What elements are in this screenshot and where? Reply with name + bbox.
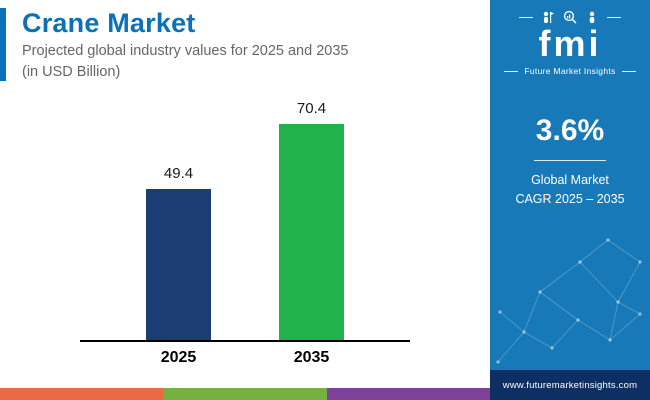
bar-2035 bbox=[279, 124, 344, 341]
cagr-value: 3.6% bbox=[535, 114, 605, 147]
person-icon bbox=[589, 11, 595, 23]
header: Crane Market Projected global industry v… bbox=[0, 8, 490, 82]
x-axis-labels: 2025 2035 bbox=[80, 349, 410, 367]
logo-subrow: Future Market Insights bbox=[504, 66, 636, 76]
website-bar: www.futuremarketinsights.com bbox=[490, 370, 650, 400]
chart-magnifier-icon bbox=[563, 10, 577, 24]
person-flag-icon bbox=[543, 11, 554, 23]
bar-group-2025: 49.4 bbox=[146, 165, 211, 341]
cagr-label: Global Market CAGR 2025 – 2035 bbox=[515, 171, 624, 209]
cagr-divider bbox=[534, 160, 606, 161]
logo-rule-right bbox=[606, 16, 621, 18]
logo-wordmark: fmi bbox=[538, 23, 602, 64]
footer-color-stripe bbox=[0, 388, 490, 400]
logo-subrule-right bbox=[621, 70, 636, 72]
fmi-logo: fmi Future Market Insights bbox=[504, 10, 636, 76]
x-tick-2035: 2035 bbox=[293, 349, 330, 367]
x-axis-line bbox=[80, 340, 410, 343]
cagr-label-line2: CAGR 2025 – 2035 bbox=[515, 191, 625, 206]
website-link[interactable]: www.futuremarketinsights.com bbox=[502, 379, 638, 391]
logo-subtext: Future Market Insights bbox=[524, 66, 616, 76]
logo-icons bbox=[518, 10, 621, 24]
subtitle-line2: (in USD Billion) bbox=[22, 64, 121, 81]
bars-row: 49.4 70.4 bbox=[80, 95, 410, 341]
x-tick-2025: 2025 bbox=[160, 349, 197, 367]
chart-panel: Crane Market Projected global industry v… bbox=[0, 8, 490, 400]
brand-sidebar: fmi Future Market Insights 3.6% Global M… bbox=[490, 0, 650, 400]
bar-value-label-2025: 49.4 bbox=[163, 165, 194, 183]
bar-value-label-2035: 70.4 bbox=[296, 100, 327, 118]
stripe-segment-orange bbox=[0, 388, 164, 400]
bar-2025 bbox=[146, 189, 211, 341]
constellation-decoration bbox=[496, 238, 642, 364]
logo-subrule-left bbox=[504, 70, 519, 72]
page-title: Crane Market bbox=[22, 8, 196, 38]
cagr-label-line1: Global Market bbox=[531, 173, 609, 187]
subtitle-line1: Projected global industry values for 202… bbox=[22, 43, 349, 59]
stripe-segment-purple bbox=[326, 388, 490, 400]
stripe-segment-green bbox=[163, 388, 327, 400]
logo-rule-left bbox=[518, 16, 533, 18]
bar-chart: 49.4 70.4 2025 2035 bbox=[80, 95, 410, 395]
bar-group-2035: 70.4 bbox=[279, 100, 344, 341]
